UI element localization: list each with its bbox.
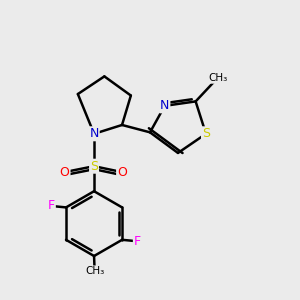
Text: O: O bbox=[60, 166, 70, 178]
Text: S: S bbox=[90, 160, 98, 173]
Text: CH₃: CH₃ bbox=[208, 73, 227, 83]
Text: CH₃: CH₃ bbox=[85, 266, 104, 276]
Text: S: S bbox=[202, 127, 210, 140]
Text: O: O bbox=[117, 166, 127, 178]
Text: F: F bbox=[134, 235, 141, 248]
Text: N: N bbox=[89, 127, 99, 140]
Text: N: N bbox=[160, 99, 169, 112]
Text: F: F bbox=[48, 200, 55, 212]
